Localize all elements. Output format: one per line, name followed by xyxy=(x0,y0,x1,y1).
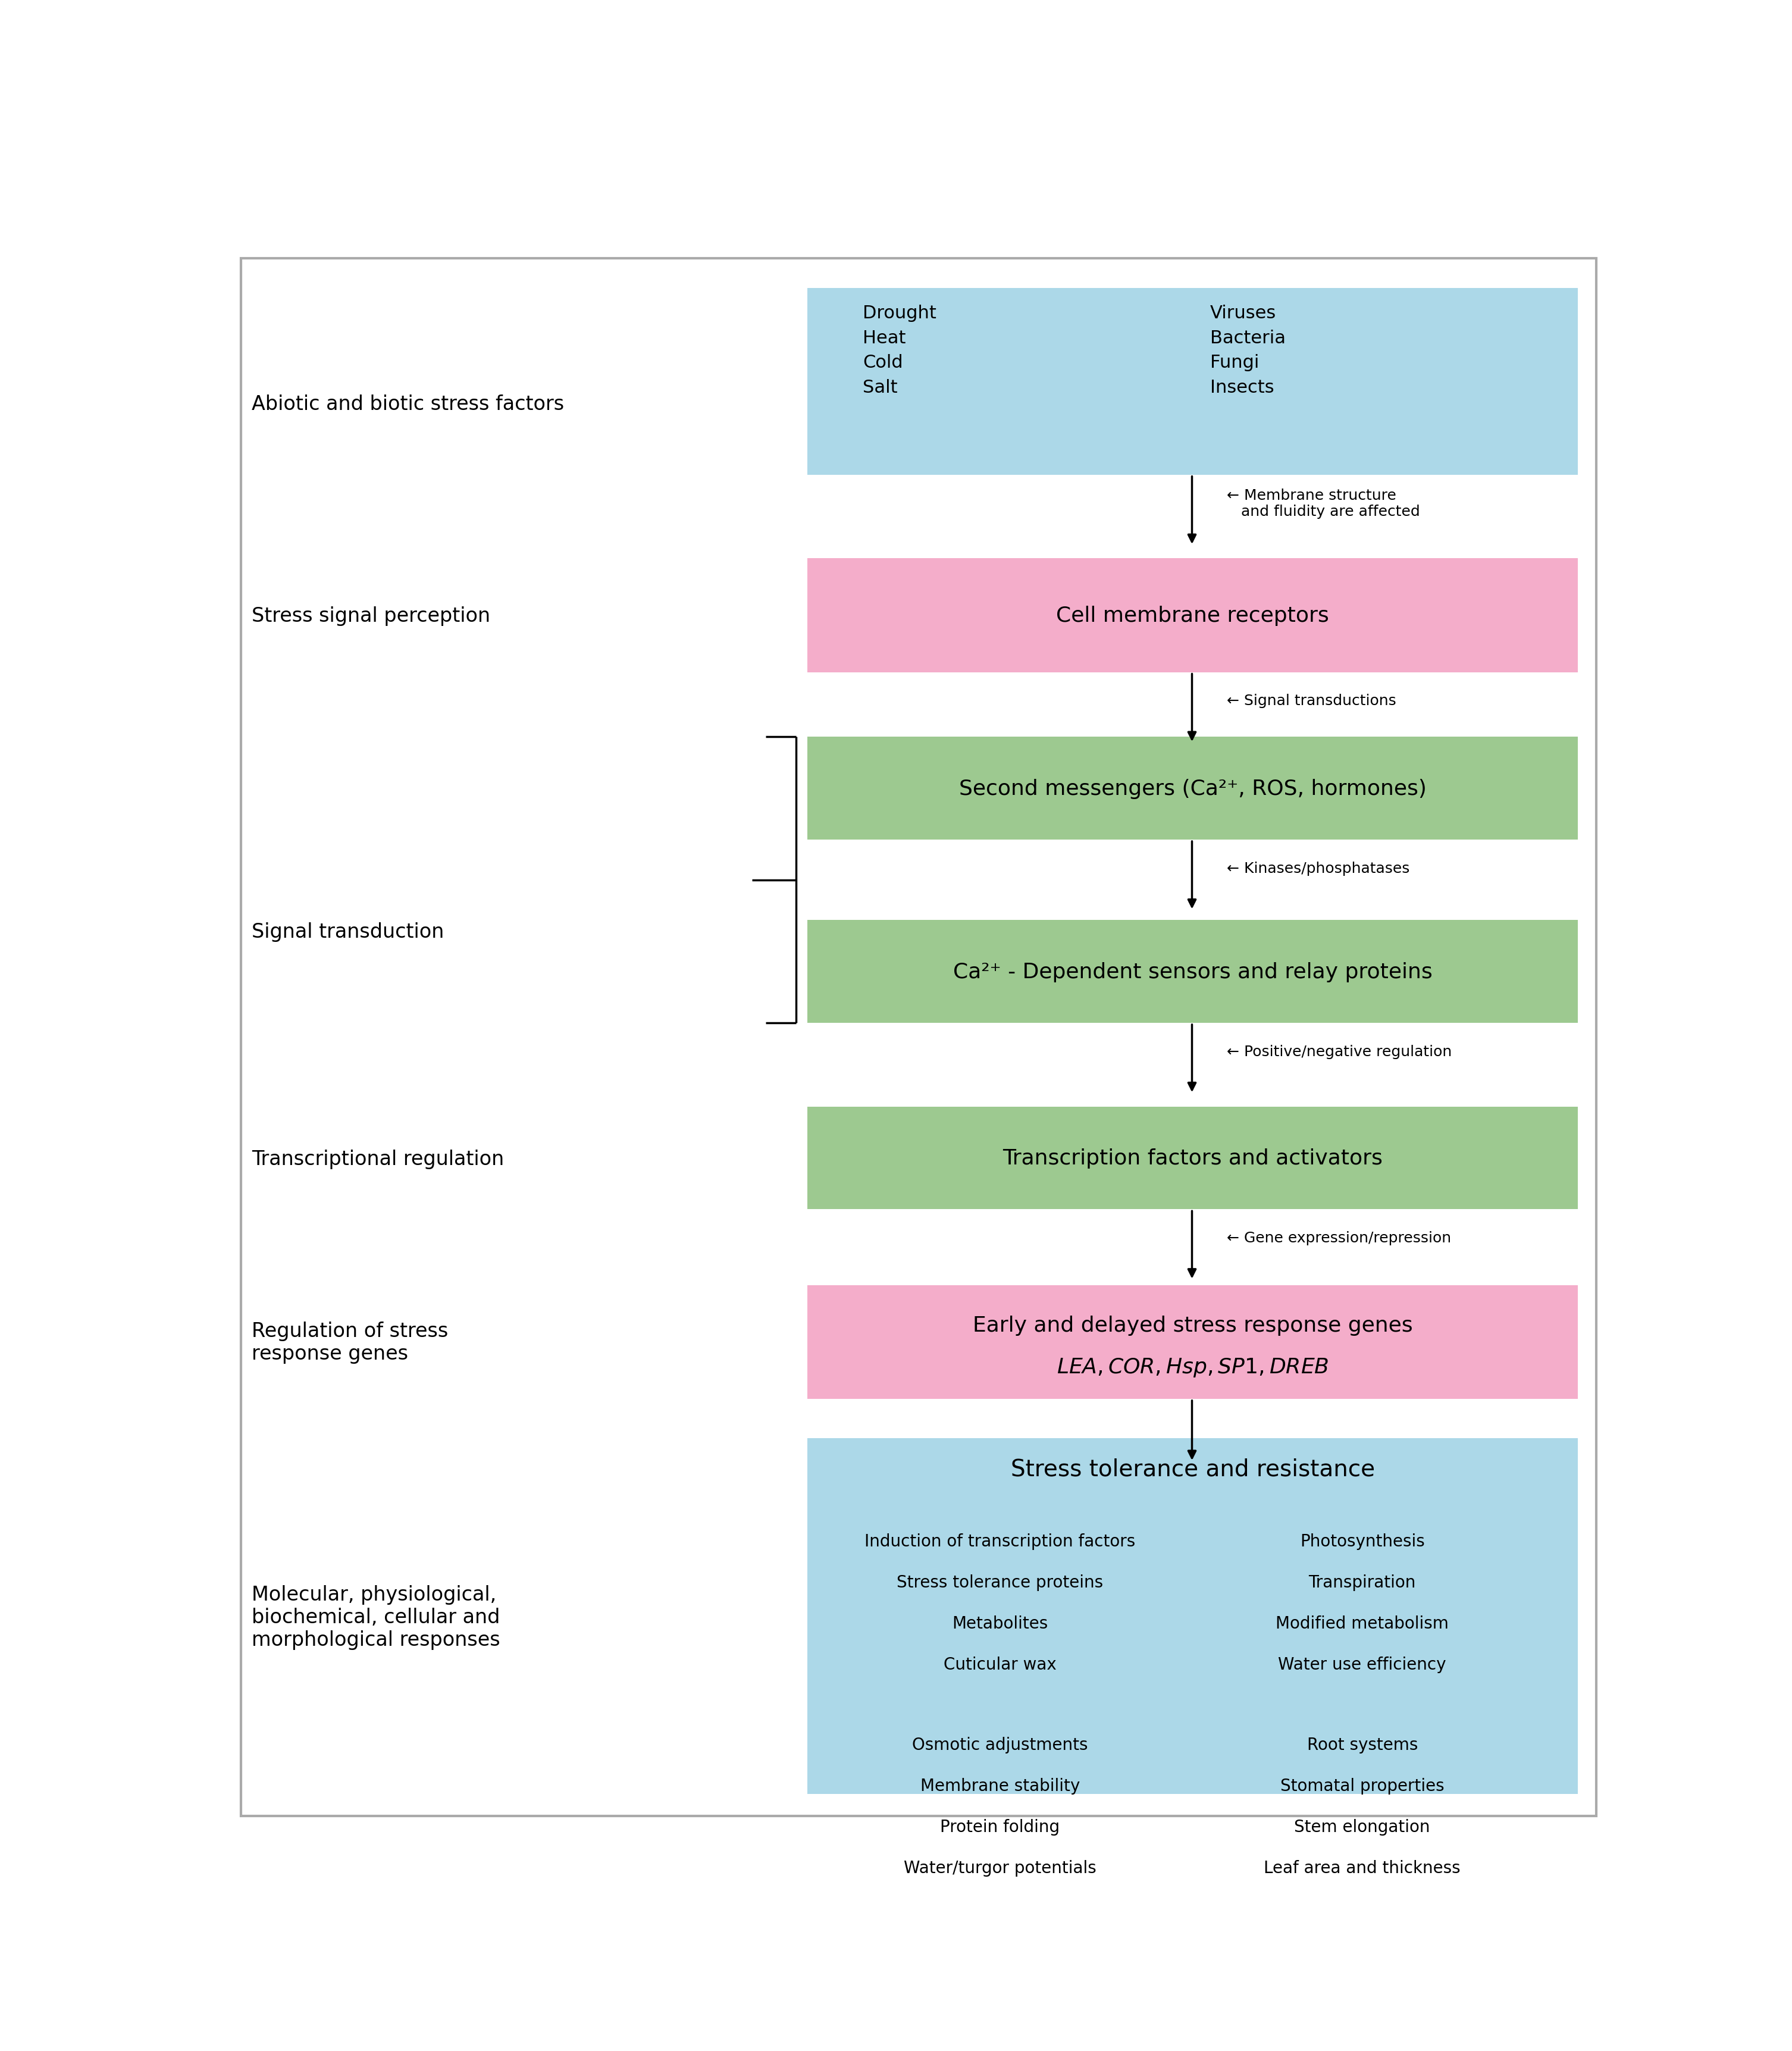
Text: Water use efficiency: Water use efficiency xyxy=(1278,1655,1446,1674)
Text: ← Signal transductions: ← Signal transductions xyxy=(1228,693,1396,708)
FancyBboxPatch shape xyxy=(806,736,1579,841)
Text: Stomatal properties: Stomatal properties xyxy=(1279,1778,1444,1795)
Text: Water/turgor potentials: Water/turgor potentials xyxy=(903,1860,1097,1877)
Text: Early and delayed stress response genes: Early and delayed stress response genes xyxy=(973,1315,1412,1335)
Text: Osmotic adjustments: Osmotic adjustments xyxy=(912,1737,1088,1754)
FancyBboxPatch shape xyxy=(806,1108,1579,1210)
Text: Viruses
Bacteria
Fungi
Insects: Viruses Bacteria Fungi Insects xyxy=(1210,304,1285,396)
Text: ← Positive/negative regulation: ← Positive/negative regulation xyxy=(1228,1044,1452,1058)
FancyBboxPatch shape xyxy=(806,1438,1579,1795)
FancyBboxPatch shape xyxy=(806,921,1579,1023)
Text: Leaf area and thickness: Leaf area and thickness xyxy=(1263,1860,1460,1877)
Text: Drought
Heat
Cold
Salt: Drought Heat Cold Salt xyxy=(864,304,937,396)
Text: Cuticular wax: Cuticular wax xyxy=(944,1655,1057,1674)
Text: Membrane stability: Membrane stability xyxy=(921,1778,1081,1795)
Text: Root systems: Root systems xyxy=(1306,1737,1417,1754)
Text: Stress tolerance and resistance: Stress tolerance and resistance xyxy=(1011,1458,1374,1481)
Text: Protein folding: Protein folding xyxy=(941,1819,1059,1836)
FancyBboxPatch shape xyxy=(806,289,1579,476)
Text: Ca²⁺ - Dependent sensors and relay proteins: Ca²⁺ - Dependent sensors and relay prote… xyxy=(953,962,1432,982)
Text: Regulation of stress
response genes: Regulation of stress response genes xyxy=(251,1321,448,1364)
Text: Stress signal perception: Stress signal perception xyxy=(251,605,491,626)
Text: Induction of transcription factors: Induction of transcription factors xyxy=(864,1532,1136,1549)
Text: Abiotic and biotic stress factors: Abiotic and biotic stress factors xyxy=(251,394,564,414)
Text: Photosynthesis: Photosynthesis xyxy=(1299,1532,1425,1549)
Text: Transpiration: Transpiration xyxy=(1308,1573,1416,1590)
Text: Stem elongation: Stem elongation xyxy=(1294,1819,1430,1836)
Text: ← Membrane structure
   and fluidity are affected: ← Membrane structure and fluidity are af… xyxy=(1228,488,1419,519)
Text: ← Kinases/phosphatases: ← Kinases/phosphatases xyxy=(1228,861,1410,876)
Text: Cell membrane receptors: Cell membrane receptors xyxy=(1055,605,1330,626)
Text: Signal transduction: Signal transduction xyxy=(251,921,444,941)
FancyBboxPatch shape xyxy=(806,558,1579,673)
Text: Stress tolerance proteins: Stress tolerance proteins xyxy=(896,1573,1104,1590)
Text: Second messengers (Ca²⁺, ROS, hormones): Second messengers (Ca²⁺, ROS, hormones) xyxy=(959,779,1426,798)
Text: ← Gene expression/repression: ← Gene expression/repression xyxy=(1228,1231,1452,1245)
FancyBboxPatch shape xyxy=(806,1286,1579,1399)
Text: Transcription factors and activators: Transcription factors and activators xyxy=(1004,1149,1383,1169)
Text: Metabolites: Metabolites xyxy=(952,1614,1048,1633)
FancyBboxPatch shape xyxy=(240,258,1597,1815)
Text: Molecular, physiological,
biochemical, cellular and
morphological responses: Molecular, physiological, biochemical, c… xyxy=(251,1583,500,1649)
Text: $\it{LEA, COR, Hsp, SP1, DREB}$: $\it{LEA, COR, Hsp, SP1, DREB}$ xyxy=(1057,1356,1328,1378)
Text: Transcriptional regulation: Transcriptional regulation xyxy=(251,1149,504,1169)
Text: Modified metabolism: Modified metabolism xyxy=(1276,1614,1448,1633)
